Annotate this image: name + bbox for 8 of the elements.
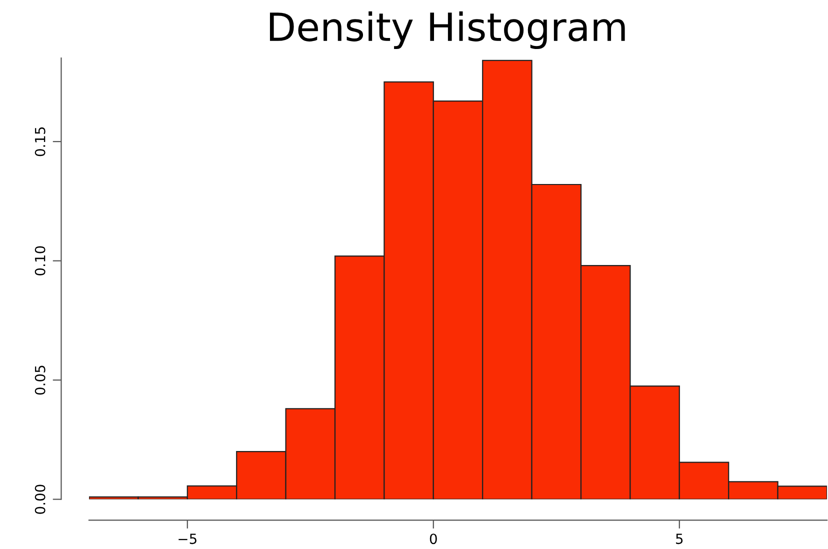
- x-tick-label: 5: [676, 534, 683, 544]
- y-tick-label: 0.00: [34, 484, 46, 514]
- y-tick-label: 0.15: [34, 127, 46, 156]
- y-tick-label: 0.05: [34, 366, 46, 395]
- y-tick-label: 0.10: [34, 246, 46, 276]
- x-tick-label: −5: [178, 534, 196, 544]
- x-tick-label: 0: [430, 534, 437, 544]
- chart-title: Density Histogram: [270, 11, 625, 50]
